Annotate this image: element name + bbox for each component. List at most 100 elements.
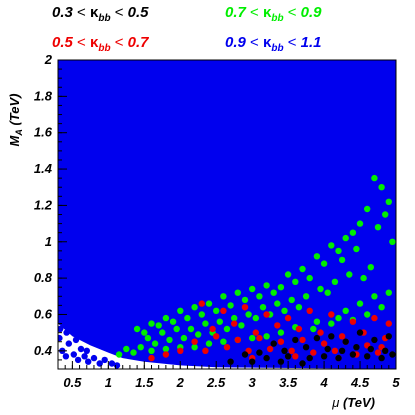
scatter-point xyxy=(295,304,303,311)
scatter-point xyxy=(115,351,123,358)
scatter-point xyxy=(205,340,213,347)
scatter-point xyxy=(349,351,357,358)
scatter-point xyxy=(292,336,299,344)
x-tick-label: 5 xyxy=(392,375,400,390)
legend-kappa: κ xyxy=(263,4,272,21)
x-axis-unit: (TeV) xyxy=(339,395,375,410)
y-tick-label: 0.8 xyxy=(34,270,53,285)
scatter-point xyxy=(65,340,73,347)
scatter-point xyxy=(277,338,285,345)
scatter-point xyxy=(202,320,209,327)
scatter-point xyxy=(367,264,374,271)
scatter-point xyxy=(367,345,374,353)
scatter-point xyxy=(90,354,98,362)
scatter-point xyxy=(223,325,231,333)
scatter-point xyxy=(263,311,270,318)
legend-kappa: κ xyxy=(90,4,99,21)
legend-entry: 0.7 < κbb < 0.9 xyxy=(225,4,322,24)
scatter-point xyxy=(108,360,116,367)
legend-entry: 0.5 < κbb < 0.7 xyxy=(52,34,149,54)
scatter-point xyxy=(277,329,285,336)
scatter-point xyxy=(320,340,328,347)
scatter-point xyxy=(338,333,346,340)
x-tick-label: 4 xyxy=(319,375,328,390)
scatter-point xyxy=(213,307,220,314)
scatter-point xyxy=(385,289,392,296)
scatter-point xyxy=(281,347,288,354)
legend-high: 1.1 xyxy=(301,34,322,51)
scatter-point xyxy=(256,349,263,356)
scatter-point xyxy=(338,347,346,354)
scatter-point xyxy=(356,300,364,307)
scatter-point xyxy=(353,344,360,351)
legend-sub: bb xyxy=(98,13,110,24)
scatter-point xyxy=(252,314,259,322)
scatter-point xyxy=(101,356,108,364)
legend-kappa: κ xyxy=(263,34,272,51)
scatter-point xyxy=(191,344,198,351)
scatter-point xyxy=(281,307,288,314)
scatter-point xyxy=(306,274,313,282)
scatter-point xyxy=(187,325,195,333)
scatter-point xyxy=(331,347,339,354)
scatter-point xyxy=(353,245,360,253)
scatter-point xyxy=(389,351,396,358)
scatter-point xyxy=(317,329,324,336)
scatter-point xyxy=(148,347,155,354)
scatter-point xyxy=(202,347,209,354)
scatter-point xyxy=(371,336,378,344)
scatter-point xyxy=(313,253,321,260)
scatter-point xyxy=(205,300,213,307)
scatter-point xyxy=(180,334,188,342)
scatter-point xyxy=(256,293,263,300)
scatter-point xyxy=(151,340,159,347)
scatter-point xyxy=(328,320,335,327)
scatter-point xyxy=(299,265,306,273)
scatter-point xyxy=(342,338,349,345)
scatter-point xyxy=(62,353,70,360)
scatter-point xyxy=(374,349,382,356)
scatter-point xyxy=(320,353,328,360)
scatter-point xyxy=(220,307,227,314)
scatter-point xyxy=(277,358,285,365)
scatter-point xyxy=(324,289,331,296)
scatter-point xyxy=(249,334,256,342)
scatter-point xyxy=(349,229,357,236)
scatter-point xyxy=(148,354,155,362)
legend-high: 0.7 xyxy=(128,34,150,51)
y-tick-label: 1.8 xyxy=(34,88,53,103)
scatter-point xyxy=(162,345,170,353)
scatter-point xyxy=(338,256,346,264)
scatter-point xyxy=(324,345,331,353)
scatter-point xyxy=(137,344,144,351)
y-tick-label: 1.6 xyxy=(34,125,53,140)
y-axis-sub: A xyxy=(14,129,24,137)
scatter-point xyxy=(77,345,85,353)
x-tick-label: 3.5 xyxy=(279,375,298,390)
scatter-point xyxy=(313,334,321,342)
x-tick-label: 1.5 xyxy=(135,375,154,390)
scatter-point xyxy=(274,300,281,307)
legend-kappa: κ xyxy=(90,34,99,51)
scatter-point xyxy=(256,334,263,342)
legend-low: 0.7 xyxy=(225,4,247,21)
scatter-point xyxy=(231,320,238,327)
x-tick-label: 2 xyxy=(176,375,185,390)
scatter-point xyxy=(241,351,249,358)
scatter-point xyxy=(252,329,259,336)
y-axis-unit: (TeV) xyxy=(7,94,22,130)
scatter-point xyxy=(220,338,227,345)
legend-lt: < xyxy=(284,4,301,21)
scatter-point xyxy=(317,285,324,293)
scatter-point xyxy=(177,347,184,354)
scatter-point xyxy=(148,320,155,327)
scatter-point xyxy=(209,325,216,333)
scatter-point xyxy=(241,304,249,311)
scatter-point xyxy=(130,349,137,356)
scatter-point xyxy=(67,325,75,333)
x-tick-label: 1 xyxy=(105,375,112,390)
scatter-point xyxy=(263,282,270,289)
scatter-point xyxy=(292,278,299,285)
scatter-point xyxy=(249,285,256,293)
scatter-point xyxy=(364,353,371,360)
